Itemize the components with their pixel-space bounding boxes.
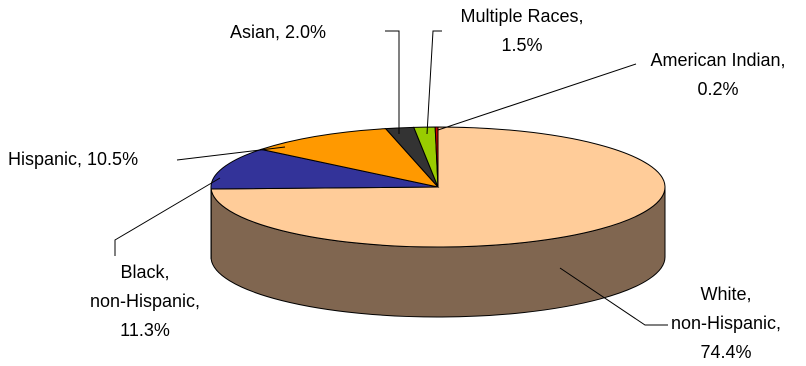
slice-label-line: Multiple Races, bbox=[460, 6, 583, 26]
slice-label-asian: Asian, 2.0% bbox=[230, 22, 326, 42]
slice-label-line: 0.2% bbox=[697, 79, 738, 99]
slice-label-multiple-races: Multiple Races, 1.5% bbox=[460, 6, 583, 55]
leader-line-asian bbox=[385, 30, 400, 134]
slice-labels: White, non-Hispanic, 74.4% Black, non-Hispan… bbox=[8, 6, 786, 362]
slice-label-line: 1.5% bbox=[501, 35, 542, 55]
slice-label-line: Black, bbox=[120, 262, 169, 282]
leader-line-white-non-hispanic bbox=[559, 267, 668, 326]
slice-label-line: non-Hispanic, bbox=[90, 291, 200, 311]
pie-slice-black-non-hispanic bbox=[210, 148, 439, 190]
pie-slice-american-indian bbox=[434, 126, 439, 188]
slice-label-hispanic: Hispanic, 10.5% bbox=[8, 149, 138, 169]
slice-label-line: 11.3% bbox=[120, 320, 170, 340]
slice-label-white-non-hispanic: White, non-Hispanic, 74.4% bbox=[671, 284, 781, 362]
leader-line-hispanic bbox=[176, 146, 286, 161]
slice-label-line: White, bbox=[700, 284, 751, 304]
slice-label-black-non-hispanic: Black, non-Hispanic, 11.3% bbox=[90, 262, 200, 340]
slice-label-line: Asian, 2.0% bbox=[230, 22, 326, 42]
leader-line-black-non-hispanic bbox=[114, 177, 221, 256]
slice-label-line: non-Hispanic, bbox=[671, 313, 781, 333]
slice-label-line: 74.4% bbox=[700, 342, 751, 362]
slice-label-line: American Indian, bbox=[650, 50, 785, 70]
slice-label-line: Hispanic, 10.5% bbox=[8, 149, 138, 169]
leader-line-american-indian bbox=[437, 63, 637, 131]
slice-label-american-indian: American Indian, 0.2% bbox=[650, 50, 785, 99]
leader-lines bbox=[114, 30, 668, 326]
leader-line-multiple-races bbox=[426, 30, 442, 135]
pie-slice-hispanic bbox=[259, 128, 440, 188]
pie-top-faces bbox=[210, 126, 666, 248]
